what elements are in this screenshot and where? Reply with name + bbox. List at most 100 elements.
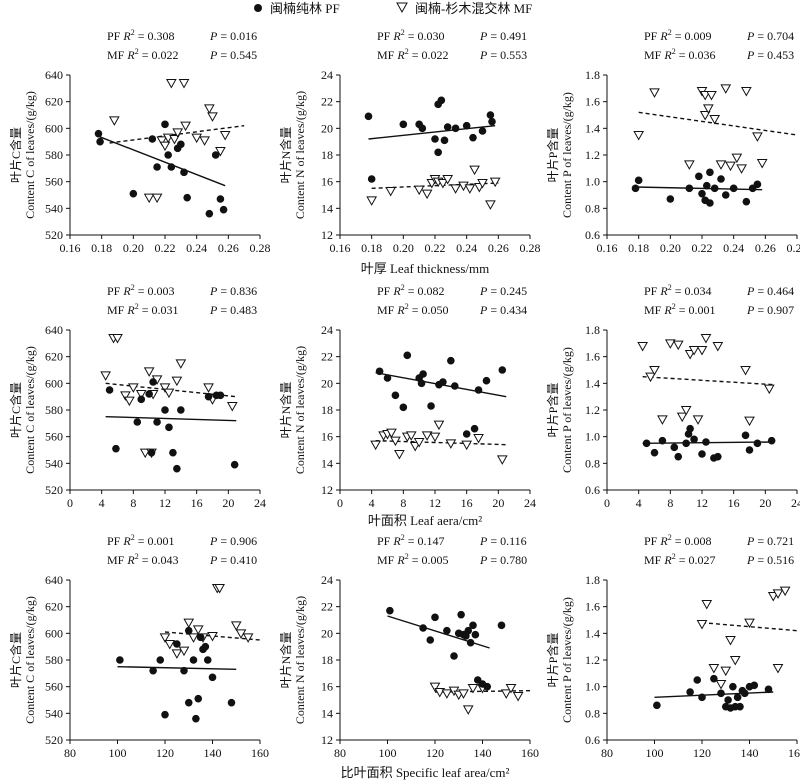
x-tick-label: 0.26	[218, 241, 239, 255]
x-tick-label: 0.16	[597, 241, 618, 255]
pf-point	[666, 195, 675, 203]
y-tick-label: 580	[45, 148, 63, 162]
pf-point	[736, 702, 744, 711]
x-tick-label: 12	[159, 496, 171, 510]
mf-point	[708, 664, 720, 674]
y-label-en: Content C of leaves/(g/kg)	[23, 346, 37, 474]
x-tick-label: 16	[728, 496, 740, 510]
stats-pf: PF R2 = 0.030	[377, 28, 444, 43]
stats-mf: MF R2 = 0.050	[377, 302, 448, 317]
pf-point	[391, 391, 400, 400]
pf-fit-line	[117, 665, 237, 671]
x-tick-label: 0.18	[91, 241, 112, 255]
stats-mf-p: P = 0.545	[209, 48, 257, 62]
pf-point	[399, 403, 408, 412]
x-tick-label: 20	[222, 496, 234, 510]
pf-point	[714, 452, 722, 461]
pf-point	[474, 386, 483, 394]
stats-mf-p: P = 0.483	[209, 303, 257, 317]
pf-point	[208, 673, 217, 682]
x-tick-label: 12	[429, 496, 441, 510]
x-tick-label: 20	[759, 496, 771, 510]
mf-point	[207, 632, 218, 642]
stats-pf: PF R2 = 0.082	[377, 283, 444, 298]
pf-point	[183, 193, 191, 202]
y-label-cn: 叶片N含量	[278, 127, 293, 184]
pf-point	[216, 391, 225, 400]
x-tick-label: 16	[191, 496, 203, 510]
mf-point	[702, 104, 714, 114]
y-label-en: Content P of leaves/(g/kg)	[560, 347, 574, 473]
mf-point	[473, 434, 484, 444]
pf-point	[192, 714, 200, 723]
mf-point	[437, 179, 449, 189]
mf-point	[720, 666, 732, 677]
mf-point	[684, 350, 696, 360]
legend-mf-label: 闽楠-杉木混交林 MF	[415, 1, 532, 16]
mf-point	[688, 346, 700, 356]
stats-pf: PF R2 = 0.003	[107, 283, 174, 298]
pf-point	[488, 117, 496, 126]
panels: 0.16 0.18 0.20 0.22 0.24 0.26 0.28 520 540 560 580…	[8, 28, 800, 760]
x-tick-label: 0.22	[155, 241, 176, 255]
mf-point	[672, 340, 684, 351]
mf-point	[496, 455, 508, 465]
pf-point	[658, 436, 667, 445]
pf-point	[177, 140, 185, 149]
mf-fit-line	[638, 111, 798, 136]
pf-point	[753, 180, 762, 189]
y-tick-label: 0.8	[585, 706, 600, 720]
pf-point	[478, 127, 487, 135]
y-tick-label: 1.8	[585, 573, 600, 587]
pf-point	[116, 656, 124, 664]
y-tick-label: 600	[45, 121, 63, 135]
y-tick-label: 1.6	[585, 600, 600, 614]
pf-point	[466, 638, 475, 647]
y-label-cn: 叶片C含量	[8, 632, 23, 688]
pf-point	[729, 184, 738, 193]
y-tick-label: 540	[45, 706, 63, 720]
pf-point	[497, 621, 506, 630]
mf-point	[219, 131, 231, 141]
pf-point	[161, 406, 169, 414]
x-tick-label: 140	[204, 746, 222, 760]
pf-point	[469, 621, 477, 630]
pf-point	[450, 652, 458, 660]
mf-point	[699, 111, 711, 121]
stats-mf: MF R2 = 0.001	[644, 302, 715, 317]
pf-point	[702, 438, 710, 446]
mf-point	[164, 640, 176, 650]
y-tick-label: 640	[45, 573, 63, 587]
pf-point	[434, 148, 442, 157]
x-tick-label: 4	[636, 496, 642, 510]
pf-point	[165, 423, 173, 432]
pf-point	[721, 191, 730, 199]
pf-point	[364, 112, 373, 121]
mf-point	[701, 600, 713, 610]
pf-point	[426, 636, 435, 644]
mf-point	[429, 682, 441, 693]
y-tick-label: 16	[321, 430, 333, 444]
mf-point	[214, 584, 225, 594]
y-tick-label: 0.6	[585, 483, 600, 497]
legend-pf-marker	[254, 4, 262, 12]
y-tick-label: 520	[45, 228, 63, 242]
x-tick-label: 0.16	[60, 241, 81, 255]
mf-fit-line	[164, 631, 261, 641]
x-tick-label: 24	[791, 496, 800, 510]
row-xlabel-2: 比叶面积 Specific leaf area/cm²	[341, 765, 510, 780]
mf-point	[165, 79, 177, 89]
mf-point	[767, 592, 779, 602]
pf-point	[634, 176, 643, 185]
pf-point	[450, 382, 459, 390]
mf-point	[413, 438, 425, 448]
pf-fit-line	[654, 691, 774, 699]
y-tick-label: 520	[45, 483, 63, 497]
x-tick-label: 80	[334, 746, 346, 760]
y-tick-label: 18	[321, 403, 333, 417]
pf-point	[196, 633, 205, 642]
pf-point	[211, 151, 220, 159]
mf-point	[421, 431, 433, 441]
x-tick-label: 80	[64, 746, 76, 760]
